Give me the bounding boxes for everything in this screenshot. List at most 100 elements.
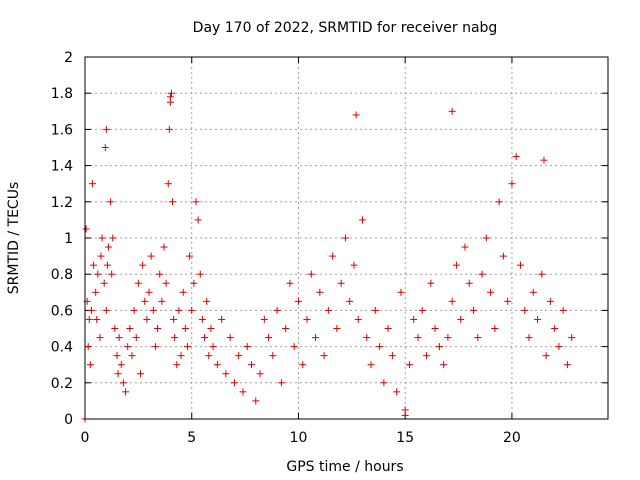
data-point bbox=[113, 352, 121, 360]
data-point bbox=[538, 270, 546, 278]
data-point bbox=[555, 343, 563, 351]
data-point bbox=[96, 334, 104, 342]
data-point bbox=[529, 288, 537, 296]
data-point bbox=[324, 306, 332, 314]
data-point bbox=[405, 361, 413, 369]
data-point bbox=[269, 352, 277, 360]
x-axis-label: GPS time / hours bbox=[286, 459, 403, 475]
data-point bbox=[88, 180, 96, 188]
data-point bbox=[126, 325, 134, 332]
data-point bbox=[190, 279, 198, 287]
data-point bbox=[85, 315, 93, 323]
data-point bbox=[256, 370, 264, 378]
data-point bbox=[97, 252, 105, 260]
data-point bbox=[495, 198, 503, 206]
data-point bbox=[84, 343, 92, 351]
data-point bbox=[282, 325, 290, 332]
data-point bbox=[119, 379, 127, 387]
data-point bbox=[167, 89, 175, 97]
data-point bbox=[143, 315, 151, 323]
data-point bbox=[207, 325, 215, 332]
y-tick-label: 1.8 bbox=[51, 86, 73, 102]
y-tick-label: 1.2 bbox=[51, 195, 73, 211]
data-point bbox=[444, 334, 452, 342]
data-point bbox=[542, 352, 550, 360]
data-point bbox=[243, 343, 251, 351]
data-point bbox=[132, 334, 140, 342]
data-point bbox=[290, 343, 298, 351]
data-point bbox=[239, 388, 247, 396]
data-point bbox=[431, 325, 439, 332]
data-point bbox=[104, 243, 112, 251]
axis-ticks: 00.20.40.60.811.21.41.61.820 5 10 15 20 bbox=[51, 50, 608, 446]
data-point bbox=[226, 334, 234, 342]
x-tick-label: 20 bbox=[503, 430, 521, 446]
x-tick-label: 0 bbox=[81, 430, 90, 446]
data-point bbox=[101, 144, 109, 151]
data-point bbox=[277, 379, 285, 387]
data-point bbox=[201, 334, 209, 342]
data-point bbox=[139, 261, 147, 269]
data-point bbox=[162, 279, 170, 287]
data-point bbox=[86, 361, 94, 369]
data-point bbox=[194, 216, 202, 224]
data-point bbox=[149, 306, 157, 314]
data-point bbox=[482, 234, 490, 242]
data-point bbox=[213, 361, 221, 369]
data-point bbox=[103, 261, 111, 269]
x-tick-label: 15 bbox=[396, 430, 414, 446]
data-point bbox=[312, 334, 320, 342]
data-point bbox=[414, 334, 422, 342]
data-point bbox=[198, 315, 206, 323]
plot-frame bbox=[84, 56, 609, 420]
data-point bbox=[109, 234, 117, 242]
data-point bbox=[359, 216, 367, 224]
data-point bbox=[98, 234, 106, 242]
data-point bbox=[350, 261, 358, 269]
data-point bbox=[141, 297, 149, 305]
data-points bbox=[81, 89, 576, 423]
data-point bbox=[265, 334, 273, 342]
data-point bbox=[380, 379, 388, 387]
data-point bbox=[559, 306, 567, 314]
data-point bbox=[102, 125, 110, 133]
data-point bbox=[354, 315, 362, 323]
data-point bbox=[504, 297, 512, 305]
data-point bbox=[248, 361, 256, 369]
data-point bbox=[230, 379, 238, 387]
data-point bbox=[154, 325, 162, 332]
data-point bbox=[145, 288, 153, 296]
data-point bbox=[546, 297, 554, 305]
data-point bbox=[299, 361, 307, 369]
data-point bbox=[563, 361, 571, 369]
data-point bbox=[448, 107, 456, 115]
data-point bbox=[102, 306, 110, 314]
y-tick-label: 0 bbox=[64, 412, 73, 428]
data-point bbox=[115, 334, 123, 342]
data-point bbox=[371, 306, 379, 314]
data-point bbox=[487, 288, 495, 296]
data-point bbox=[448, 297, 456, 305]
data-point bbox=[393, 388, 401, 396]
data-point bbox=[303, 315, 311, 323]
data-point bbox=[329, 252, 337, 260]
data-point bbox=[186, 252, 194, 260]
data-point bbox=[418, 306, 426, 314]
y-tick-label: 1.4 bbox=[51, 159, 73, 175]
data-point bbox=[316, 288, 324, 296]
data-point bbox=[470, 306, 478, 314]
data-point bbox=[100, 279, 108, 287]
data-point bbox=[478, 270, 486, 278]
data-point bbox=[435, 343, 443, 351]
data-point bbox=[534, 315, 542, 323]
y-tick-label: 2 bbox=[64, 50, 73, 66]
data-point bbox=[92, 288, 100, 296]
data-point bbox=[465, 279, 473, 287]
data-point bbox=[203, 297, 211, 305]
data-point bbox=[122, 388, 130, 396]
data-point bbox=[108, 270, 116, 278]
data-point bbox=[117, 361, 125, 369]
data-point bbox=[82, 225, 90, 233]
data-point bbox=[499, 252, 507, 260]
